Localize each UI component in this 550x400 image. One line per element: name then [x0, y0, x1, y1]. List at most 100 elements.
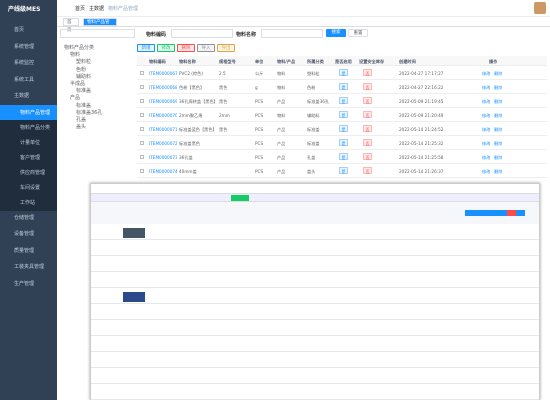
material-code-link[interactable]: ITEM0000073: [149, 155, 177, 160]
menu-item[interactable]: 生产管理: [14, 280, 35, 287]
material-code-link[interactable]: ITEM0000071: [149, 127, 177, 132]
status-tag: 否: [363, 167, 372, 174]
menu-item[interactable]: 系统管理: [14, 43, 35, 50]
tab[interactable]: 物料产品管理: [83, 18, 117, 33]
row-action[interactable]: 删除: [494, 71, 503, 76]
row-action[interactable]: 删除: [494, 155, 503, 160]
tree-node[interactable]: 物料: [70, 52, 81, 59]
toolbar-button[interactable]: 删除: [177, 44, 195, 52]
material-code-link[interactable]: ITEM0000070: [149, 113, 177, 118]
overlay-image: [123, 228, 145, 238]
tree-node[interactable]: 半成品: [70, 81, 86, 87]
row-action[interactable]: 删除: [494, 113, 503, 118]
row-checkbox[interactable]: [140, 99, 144, 103]
status-tag: 否: [363, 83, 372, 90]
column-header: 是否启用: [335, 59, 352, 64]
material-code-link[interactable]: ITEM0000074: [149, 169, 177, 174]
sidebar: 产线级MES 首页 系统管理 系统监控 系统工具 主数据 物料产品管理 物料产品分类 计量单位…: [0, 0, 57, 400]
table-cell: 标准盖: [307, 141, 320, 146]
row-checkbox[interactable]: [140, 141, 144, 145]
row-action[interactable]: 修改: [482, 169, 491, 174]
row-checkbox[interactable]: [140, 155, 144, 159]
tree-node[interactable]: 色粉: [76, 66, 87, 73]
table-cell: PVC2 (棕色): [179, 71, 203, 76]
table-cell: 2022-05-14 21:24:52: [399, 127, 444, 132]
submenu-item[interactable]: 计量单位: [0, 134, 57, 151]
table-cell: 2022-05-14 21:25:58: [399, 155, 444, 160]
table-cell: 产品: [277, 169, 286, 174]
tree-node[interactable]: 辅助料: [76, 73, 92, 80]
row-action[interactable]: 删除: [494, 169, 503, 174]
status-tag: 否: [363, 111, 372, 118]
menu-item[interactable]: 系统工具: [14, 76, 35, 83]
table-cell: 2mm聚乙烯: [179, 113, 203, 118]
menu-item[interactable]: 仓储管理: [14, 214, 35, 221]
row-action[interactable]: 删除: [494, 127, 503, 132]
material-code-link[interactable]: ITEM0000067: [149, 71, 177, 76]
breadcrumb-item[interactable]: 主数据: [89, 6, 105, 12]
material-code-link[interactable]: ITEM0000068: [149, 85, 177, 90]
menu-item[interactable]: 首页: [14, 27, 25, 33]
row-checkbox[interactable]: [140, 127, 144, 131]
row-action[interactable]: 修改: [482, 85, 491, 90]
tab[interactable]: 首页: [63, 18, 79, 33]
table-cell: PCS: [255, 155, 264, 160]
submenu-item[interactable]: 供应商管理: [0, 164, 57, 181]
table-row: ITEM0000067 PVC2 (棕色) 2.5 公斤 物料 塑料粒 是 否 2022-04-…: [137, 66, 547, 80]
submenu-item[interactable]: 车间设置: [0, 179, 57, 196]
row-action[interactable]: 修改: [482, 113, 491, 118]
tree-node[interactable]: 塑料粒: [76, 59, 92, 66]
search-input[interactable]: [171, 29, 233, 38]
row-action[interactable]: 删除: [494, 141, 503, 146]
status-tag: 否: [363, 139, 372, 146]
search-input[interactable]: [261, 29, 323, 38]
tree-node[interactable]: 标准盖36孔: [76, 109, 103, 116]
menu-item[interactable]: 主数据: [14, 93, 30, 99]
menu-item[interactable]: 系统监控: [14, 60, 35, 66]
table-cell: 孔盖: [307, 155, 316, 160]
material-code-link[interactable]: ITEM0000069: [149, 99, 177, 104]
tree-node[interactable]: 产品: [70, 95, 81, 102]
tree-node[interactable]: 盖头: [76, 124, 87, 131]
toolbar-button[interactable]: 修改: [157, 44, 175, 52]
row-checkbox[interactable]: [140, 71, 144, 75]
tree-node[interactable]: 标准盖: [76, 88, 92, 95]
row-action[interactable]: 修改: [482, 99, 491, 104]
toolbar-button[interactable]: 新增: [137, 44, 155, 52]
submenu-item[interactable]: 物料产品分类: [0, 119, 57, 136]
menu-item[interactable]: 设备管理: [14, 231, 35, 237]
submenu-item[interactable]: 客户管理: [0, 149, 57, 166]
search-button[interactable]: 搜索: [326, 29, 346, 37]
status-tag: 是: [339, 69, 348, 76]
avatar[interactable]: [534, 2, 546, 14]
row-action[interactable]: 修改: [482, 155, 491, 160]
row-checkbox[interactable]: [140, 113, 144, 117]
tree-node[interactable]: 标准盖: [76, 102, 92, 109]
row-action[interactable]: 删除: [494, 99, 503, 104]
toolbar-button[interactable]: 导入: [197, 44, 215, 52]
search-button[interactable]: 重置: [348, 29, 368, 37]
submenu-item[interactable]: 工作站: [0, 194, 57, 211]
table-cell: PCS: [255, 99, 264, 104]
row-checkbox[interactable]: [140, 169, 144, 173]
column-header: 设置安全库存: [359, 59, 385, 64]
row-action[interactable]: 修改: [482, 71, 491, 76]
row-checkbox[interactable]: [140, 85, 144, 89]
tree-node[interactable]: 物料产品分类: [64, 45, 95, 51]
menu-item[interactable]: 工装夹具管理: [14, 264, 45, 270]
overlay-table: [91, 224, 539, 400]
breadcrumb-item[interactable]: 首页: [75, 6, 86, 12]
toolbar-button[interactable]: 导出: [217, 44, 235, 52]
search-input[interactable]: [60, 29, 135, 38]
menu-item[interactable]: 质量管理: [14, 247, 35, 254]
table-row: ITEM0000071 标准盖蓝色【黑色】 黑色 PCS 产品 标准盖 是 否 2022-05-…: [137, 122, 547, 136]
table-cell: 黑色: [219, 127, 228, 132]
tree-node[interactable]: 孔盖: [76, 117, 87, 123]
material-code-link[interactable]: ITEM0000072: [149, 141, 177, 146]
row-action[interactable]: 删除: [494, 85, 503, 90]
row-action[interactable]: 修改: [482, 127, 491, 132]
row-action[interactable]: 修改: [482, 141, 491, 146]
tabs-bar: 首页 物料产品管理: [57, 17, 550, 33]
status-tag: 否: [363, 97, 372, 104]
submenu-item[interactable]: 物料产品管理: [0, 104, 57, 121]
